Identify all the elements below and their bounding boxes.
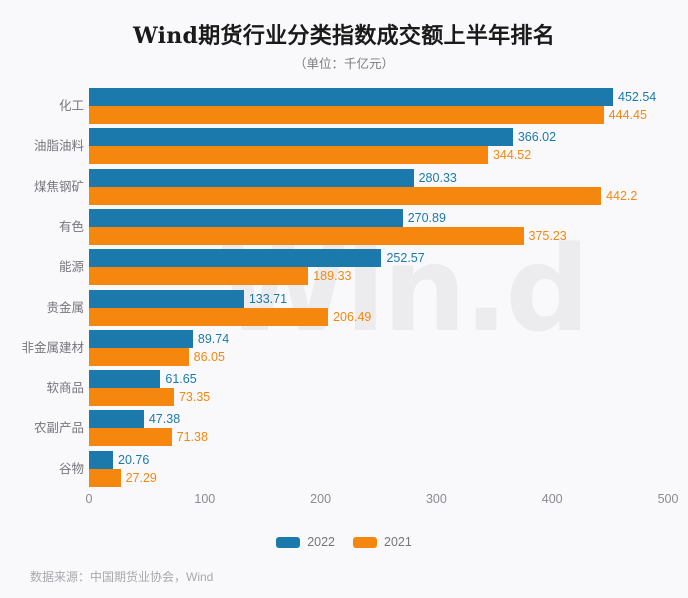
bar-value-label: 133.71: [248, 291, 288, 306]
legend-swatch-icon: [276, 536, 301, 548]
bar-value-label: 71.38: [176, 430, 208, 445]
x-axis-tick: 100: [194, 492, 216, 506]
bar-2021[interactable]: [89, 146, 488, 165]
bar-group: 252.57 189.33: [89, 249, 668, 286]
bar-2022[interactable]: [89, 168, 414, 187]
bar-2022[interactable]: [89, 128, 513, 147]
bar-group: 452.54 444.45: [89, 88, 668, 124]
bar-2022[interactable]: [89, 329, 193, 348]
category-label: 谷物: [58, 461, 84, 476]
bar-value-label: 86.05: [193, 349, 225, 364]
chart-title: Wind期货行业分类指数成交额上半年排名: [132, 23, 556, 49]
bar-2021[interactable]: [89, 226, 524, 245]
category-label: 化工: [58, 99, 84, 113]
category-label: 能源: [58, 260, 84, 275]
bar-group: 280.33 442.2: [89, 168, 668, 205]
legend-swatch-icon: [353, 536, 377, 548]
bar-value-label: 252.57: [386, 251, 425, 266]
bar-group: 89.74 86.05: [89, 329, 668, 366]
bar-2022[interactable]: [89, 88, 614, 106]
x-axis-tick: 500: [657, 492, 679, 506]
bar-group: 366.02 344.52: [89, 128, 668, 165]
bar-value-label: 20.76: [118, 452, 150, 467]
x-axis-tick: 300: [425, 492, 447, 506]
bar-2022[interactable]: [89, 289, 244, 308]
bar-2021[interactable]: [89, 347, 189, 366]
bar-value-label: 27.29: [125, 470, 157, 485]
bar-group: 133.71 206.49: [89, 289, 668, 326]
bar-value-label: 206.49: [333, 309, 372, 324]
bar-value-label: 189.33: [313, 269, 352, 284]
chart-subtitle: （单位：千亿元）: [293, 57, 394, 71]
bar-2021[interactable]: [89, 106, 604, 124]
bar-value-label: 366.02: [517, 130, 557, 145]
bar-group: 20.76 27.29: [89, 450, 668, 487]
bar-2021[interactable]: [89, 428, 172, 447]
x-axis-tick: 200: [310, 492, 332, 506]
bar-2021[interactable]: [89, 468, 121, 487]
x-axis: 0 100 200 300 400 500: [85, 492, 679, 516]
bar-2022[interactable]: [89, 208, 403, 227]
bar-group: 47.38 71.38: [89, 410, 668, 447]
bar-2021[interactable]: [89, 307, 329, 326]
legend-item-2022[interactable]: 2022: [276, 535, 335, 549]
chart-legend: 2022 2021: [0, 535, 688, 549]
bar-value-label: 61.65: [165, 372, 197, 387]
bar-2022[interactable]: [89, 249, 382, 268]
bar-2022[interactable]: [89, 410, 144, 429]
category-label: 贵金属: [46, 300, 84, 315]
category-label: 煤焦钢矿: [33, 179, 84, 194]
bar-value-label: 47.38: [148, 412, 181, 427]
legend-item-2021[interactable]: 2021: [353, 535, 412, 549]
bar-2021[interactable]: [89, 267, 309, 286]
bar-group: 61.65 73.35: [89, 370, 668, 407]
category-label: 农副产品: [33, 421, 84, 436]
bar-value-label: 452.54: [618, 90, 657, 104]
legend-label: 2022: [307, 535, 335, 549]
bar-2021[interactable]: [89, 388, 174, 407]
bar-value-label: 375.23: [528, 228, 567, 243]
source-note: 数据来源：中国期货业协会，Wind: [30, 570, 214, 584]
bar-value-label: 444.45: [608, 108, 647, 122]
category-label: 有色: [58, 219, 84, 234]
bar-value-label: 270.89: [407, 210, 446, 225]
plot-area: 452.54 444.45 366.02 344.52 280.33 442.2 270.8…: [89, 86, 668, 489]
category-label: 油脂油料: [33, 139, 84, 154]
bar-value-label: 442.2: [606, 188, 638, 203]
bar-2022[interactable]: [89, 370, 161, 389]
x-axis-tick: 400: [541, 492, 563, 506]
bar-value-label: 89.74: [197, 331, 230, 346]
legend-label: 2021: [384, 535, 412, 549]
bar-group: 270.89 375.23: [89, 208, 668, 245]
category-label: 非金属建材: [21, 340, 84, 355]
bar-value-label: 280.33: [418, 170, 457, 185]
x-axis-tick: 0: [85, 492, 93, 506]
bar-value-label: 344.52: [492, 148, 532, 163]
bar-value-label: 73.35: [178, 390, 211, 405]
category-label: 软商品: [46, 381, 84, 396]
category-axis: 化工油脂油料煤焦钢矿有色能源贵金属非金属建材软商品农副产品谷物: [0, 86, 84, 489]
bar-2022[interactable]: [89, 450, 114, 469]
bar-2021[interactable]: [89, 186, 602, 205]
